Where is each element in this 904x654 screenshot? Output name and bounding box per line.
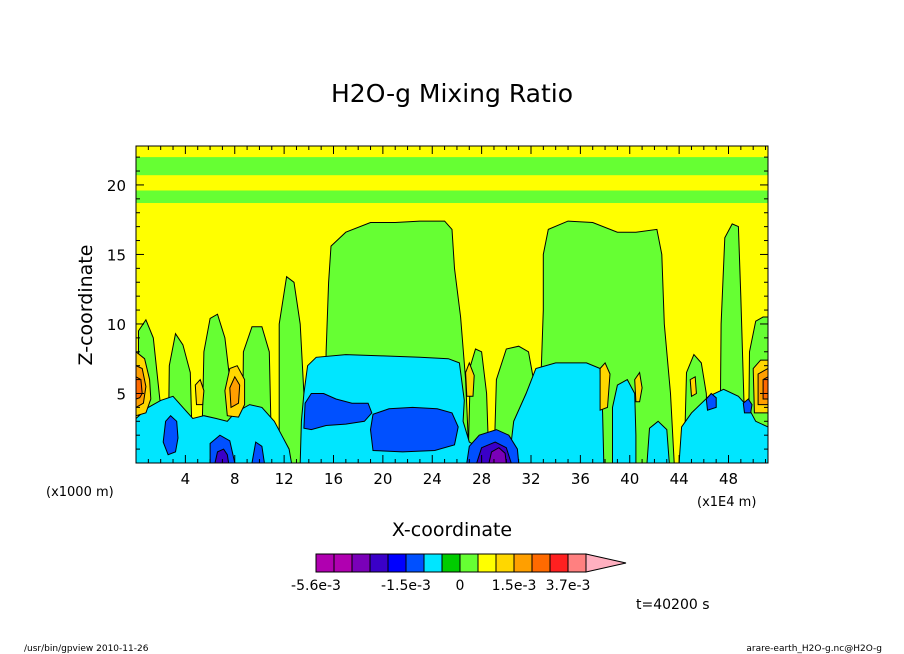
colorbar-label-3: 1.5e-3 xyxy=(492,578,537,594)
contour-region-34 xyxy=(634,371,643,403)
y-tick-label-15: 15 xyxy=(107,246,126,264)
contour-region-14 xyxy=(508,362,605,464)
colorbar: -5.6e-3 -1.5e-3 0 1.5e-3 3.7e-3 xyxy=(291,553,627,594)
chart-title: H2O-g Mixing Ratio xyxy=(331,79,573,108)
x-tick-label-28: 28 xyxy=(472,470,491,488)
colorbar-segment-13 xyxy=(549,553,569,573)
x-tick-label-32: 32 xyxy=(521,470,540,488)
colorbar-segment-11 xyxy=(513,553,533,573)
colorbar-segment-6 xyxy=(423,553,443,573)
x-tick-label-48: 48 xyxy=(719,470,738,488)
x-tick-label-4: 4 xyxy=(181,470,191,488)
colorbar-label-0: -5.6e-3 xyxy=(291,578,341,594)
contour-region-19 xyxy=(369,406,459,453)
contour-region-40 xyxy=(135,375,143,400)
plot-border xyxy=(135,145,769,464)
x-axis-title: X-coordinate xyxy=(392,519,512,541)
x-tick-label-44: 44 xyxy=(670,470,689,488)
footer-left: /usr/bin/gpview 2010-11-26 xyxy=(24,644,149,654)
colorbar-segment-7 xyxy=(441,553,461,573)
contour-region-24 xyxy=(705,392,717,411)
y-tick-label-10: 10 xyxy=(107,316,126,334)
x-tick-label-20: 20 xyxy=(373,470,392,488)
contour-region-35 xyxy=(689,375,697,398)
colorbar-segment-1 xyxy=(333,553,353,573)
x-unit-left: (x1000 m) xyxy=(46,485,114,500)
contour-region-31 xyxy=(194,378,205,406)
colorbar-arrow xyxy=(585,553,627,573)
y-axis: 5 10 15 20 xyxy=(107,156,768,450)
plot-frame xyxy=(135,145,769,464)
x-unit-right: (x1E4 m) xyxy=(697,495,756,510)
colorbar-segment-14 xyxy=(567,553,587,573)
x-tick-label-40: 40 xyxy=(620,470,639,488)
colorbar-segment-4 xyxy=(387,553,407,573)
colorbar-segment-2 xyxy=(351,553,371,573)
colorbar-segment-5 xyxy=(405,553,425,573)
colorbar-segment-3 xyxy=(369,553,389,573)
x-tick-label-12: 12 xyxy=(275,470,294,488)
contour-region-21 xyxy=(162,414,179,456)
x-tick-label-36: 36 xyxy=(571,470,590,488)
colorbar-segment-8 xyxy=(459,553,479,573)
colorbar-segment-10 xyxy=(495,553,515,573)
x-axis: 4 8 12 16 20 24 28 32 36 40 44 48 xyxy=(147,146,767,488)
contour-region-18 xyxy=(303,393,373,431)
colorbar-label-4: 3.7e-3 xyxy=(546,578,591,594)
y-axis-title: Z-coordinate xyxy=(75,245,97,366)
x-tick-label-16: 16 xyxy=(324,470,343,488)
y-tick-label-20: 20 xyxy=(107,177,126,195)
contour-region-38 xyxy=(229,375,241,409)
contour-field xyxy=(135,146,769,464)
footer-right: arare-earth_H2O-g.nc@H2O-g xyxy=(746,644,882,654)
colorbar-segment-12 xyxy=(531,553,551,573)
y-tick-label-5: 5 xyxy=(116,385,126,403)
time-label: t=40200 s xyxy=(636,597,710,613)
contour-region-41 xyxy=(762,375,769,400)
contour-region-15 xyxy=(612,378,637,464)
colorbar-label-1: -1.5e-3 xyxy=(381,578,431,594)
contour-region-32 xyxy=(465,361,475,397)
colorbar-label-2: 0 xyxy=(456,578,465,594)
colorbar-segment-0 xyxy=(315,553,335,573)
contour-region-33 xyxy=(599,361,611,411)
colorbar-segment-9 xyxy=(477,553,497,573)
x-tick-label-24: 24 xyxy=(423,470,442,488)
contour-region-25 xyxy=(742,398,753,414)
x-tick-label-8: 8 xyxy=(230,470,240,488)
